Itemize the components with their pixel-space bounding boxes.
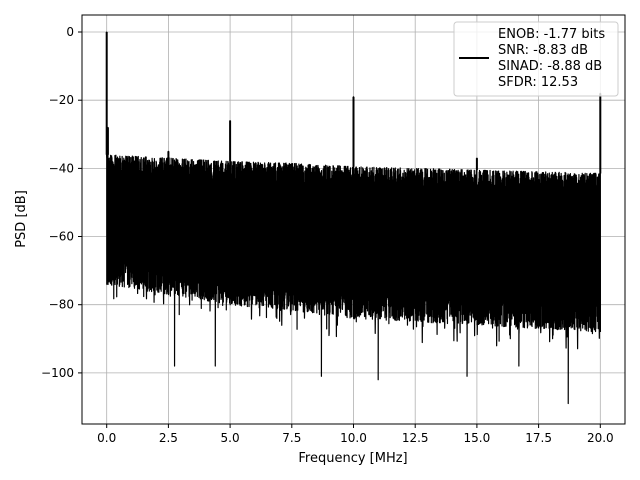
psd-series-line [105, 31, 602, 405]
x-tick-label: 2.5 [159, 431, 178, 445]
legend: ENOB: -1.77 bits SNR: -8.83 dB SINAD: -8… [453, 21, 619, 97]
x-tick-label: 5.0 [221, 431, 240, 445]
legend-sinad: SINAD: -8.88 dB [498, 59, 602, 74]
y-tick-label: −40 [49, 161, 74, 175]
x-tick-label: 10.0 [340, 431, 367, 445]
x-tick-label: 7.5 [282, 431, 301, 445]
y-tick-label: −80 [49, 298, 74, 312]
x-axis-label: Frequency [MHz] [298, 451, 407, 466]
y-axis-label: PSD [dB] [14, 190, 29, 248]
x-tick-label: 15.0 [464, 431, 491, 445]
y-tick-label: −60 [49, 230, 74, 244]
legend-sfdr: SFDR: 12.53 [498, 75, 578, 90]
x-axis-ticks: 0.0 2.5 5.0 7.5 10.0 12.5 15.0 17.5 20.0 [97, 424, 614, 445]
y-tick-label: −20 [49, 93, 74, 107]
y-axis-ticks: 0 −20 −40 −60 −80 −100 [41, 25, 82, 380]
legend-box [453, 21, 619, 97]
x-tick-label: 17.5 [525, 431, 552, 445]
legend-enob: ENOB: -1.77 bits [498, 27, 605, 42]
y-tick-label: 0 [66, 25, 74, 39]
x-tick-label: 0.0 [97, 431, 116, 445]
y-tick-label: −100 [41, 366, 74, 380]
x-tick-label: 20.0 [587, 431, 614, 445]
legend-snr: SNR: -8.83 dB [498, 43, 588, 58]
x-tick-label: 12.5 [402, 431, 429, 445]
